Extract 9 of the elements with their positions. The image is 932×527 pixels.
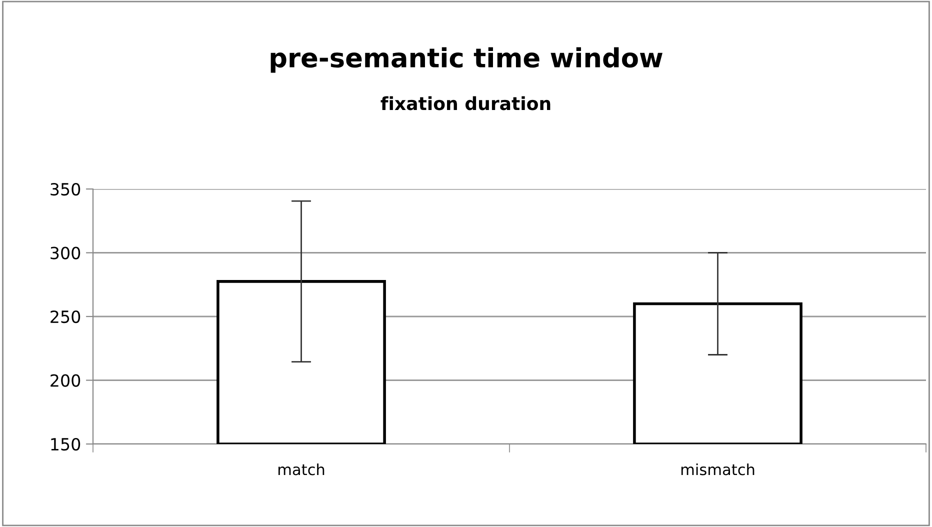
chart-title: pre-semantic time window	[270, 47, 662, 73]
chart-subtitle: fixation duration	[380, 96, 550, 110]
y-tick-label: 200	[50, 374, 80, 387]
x-tick-label: match	[278, 463, 324, 476]
x-tick-label: mismatch	[681, 463, 754, 476]
y-tick-label: 300	[50, 246, 80, 260]
y-tick-label: 250	[50, 310, 80, 324]
y-tick-label: 350	[50, 182, 80, 196]
y-tick-label: 150	[51, 438, 80, 451]
